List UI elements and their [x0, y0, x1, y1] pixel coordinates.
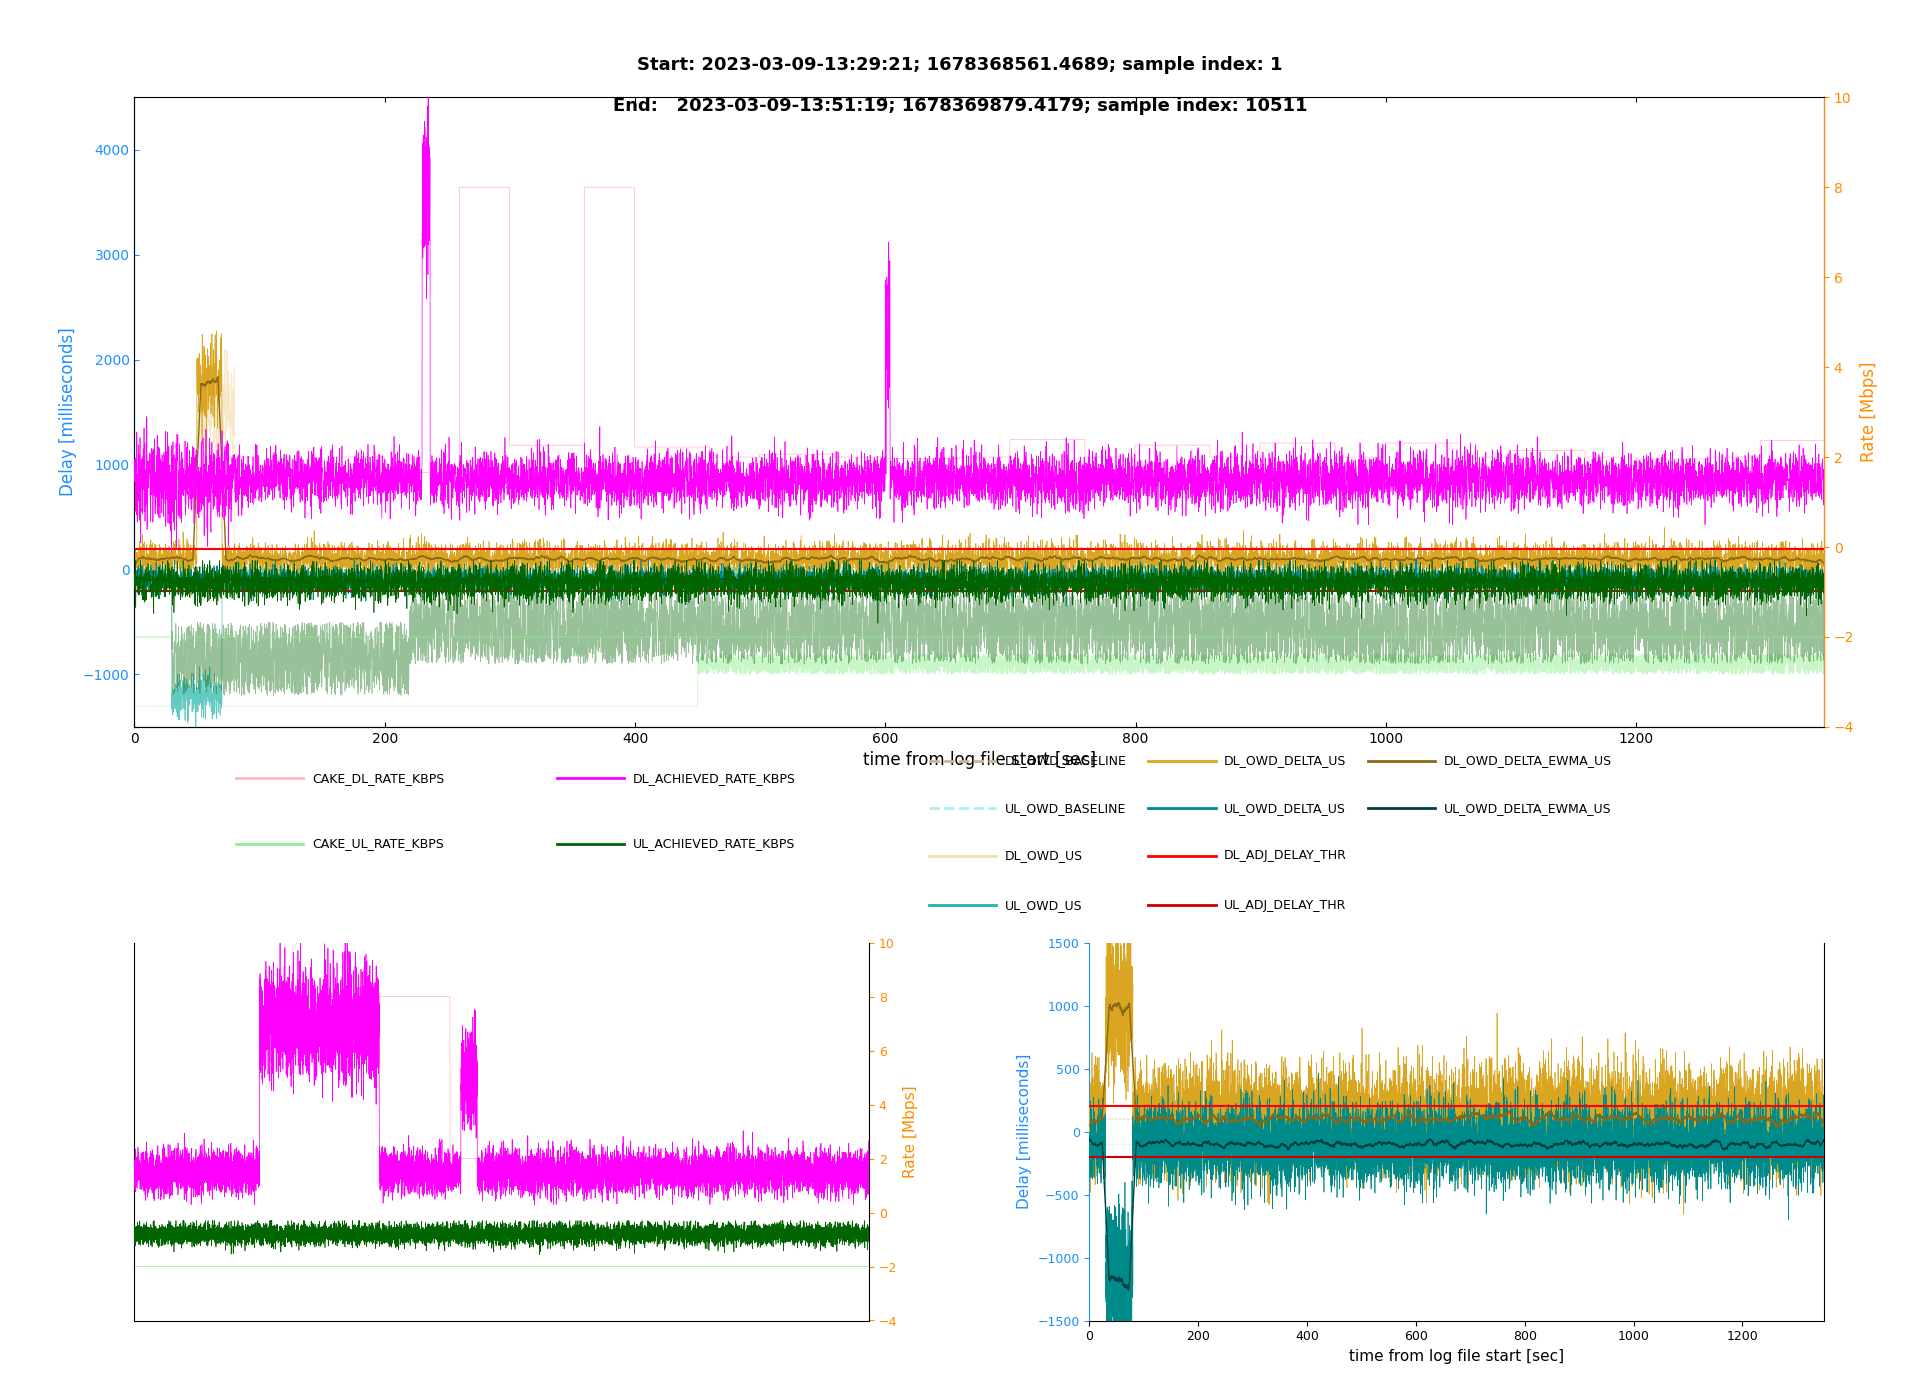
Text: UL_ADJ_DELAY_THR: UL_ADJ_DELAY_THR: [1225, 899, 1346, 912]
Text: UL_OWD_DELTA_US: UL_OWD_DELTA_US: [1225, 802, 1346, 815]
Text: UL_ACHIEVED_RATE_KBPS: UL_ACHIEVED_RATE_KBPS: [634, 837, 795, 851]
Text: End:   2023-03-09-13:51:19; 1678369879.4179; sample index: 10511: End: 2023-03-09-13:51:19; 1678369879.417…: [612, 97, 1308, 115]
Text: DL_ADJ_DELAY_THR: DL_ADJ_DELAY_THR: [1225, 849, 1348, 862]
Text: UL_OWD_BASELINE: UL_OWD_BASELINE: [1004, 802, 1125, 815]
X-axis label: time from log file start [sec]: time from log file start [sec]: [1350, 1348, 1565, 1364]
Text: DL_OWD_DELTA_EWMA_US: DL_OWD_DELTA_EWMA_US: [1444, 755, 1613, 767]
Text: DL_ACHIEVED_RATE_KBPS: DL_ACHIEVED_RATE_KBPS: [634, 771, 795, 785]
Text: UL_OWD_US: UL_OWD_US: [1004, 899, 1083, 912]
X-axis label: time from log file start [sec]: time from log file start [sec]: [862, 752, 1096, 770]
Text: DL_OWD_BASELINE: DL_OWD_BASELINE: [1004, 755, 1127, 767]
Text: DL_OWD_US: DL_OWD_US: [1004, 849, 1083, 862]
Text: Start: 2023-03-09-13:29:21; 1678368561.4689; sample index: 1: Start: 2023-03-09-13:29:21; 1678368561.4…: [637, 56, 1283, 74]
Y-axis label: Rate [Mbps]: Rate [Mbps]: [1860, 361, 1878, 463]
Y-axis label: Delay [milliseconds]: Delay [milliseconds]: [1018, 1054, 1031, 1209]
Text: CAKE_UL_RATE_KBPS: CAKE_UL_RATE_KBPS: [311, 837, 444, 851]
Text: UL_OWD_DELTA_EWMA_US: UL_OWD_DELTA_EWMA_US: [1444, 802, 1611, 815]
Y-axis label: Rate [Mbps]: Rate [Mbps]: [902, 1086, 918, 1177]
Text: DL_OWD_DELTA_US: DL_OWD_DELTA_US: [1225, 755, 1346, 767]
Y-axis label: Delay [milliseconds]: Delay [milliseconds]: [60, 328, 77, 496]
Text: CAKE_DL_RATE_KBPS: CAKE_DL_RATE_KBPS: [311, 771, 444, 785]
